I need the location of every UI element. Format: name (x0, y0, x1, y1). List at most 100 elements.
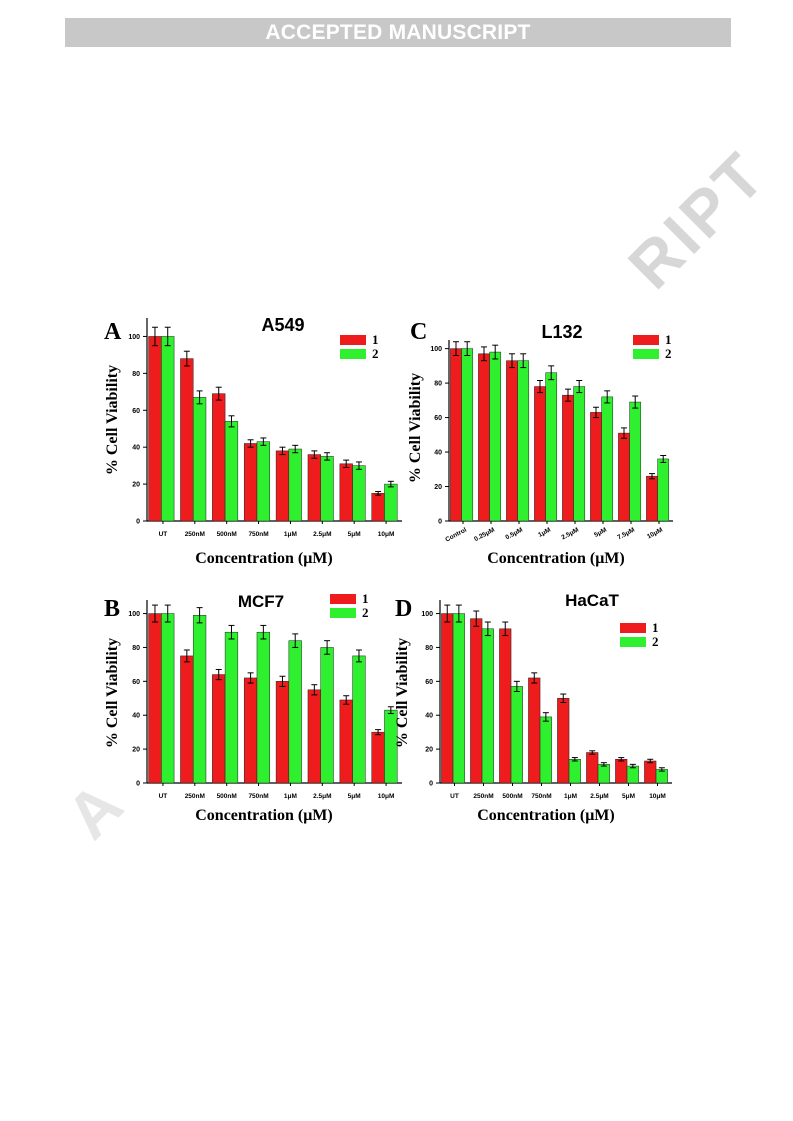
y-tick-label: 60 (132, 679, 140, 686)
bar-series-2 (573, 386, 586, 522)
legend-label: 1 (362, 591, 369, 606)
panel-letter: D (395, 596, 412, 622)
bar-series-2 (597, 764, 610, 784)
bar-series-2 (626, 765, 639, 784)
chart-panel-d: 0 20 40 60 80 100 UT 250nM 500nM 750nM 1μM 2.5μM 5μM… (394, 591, 672, 824)
x-axis-label: Concentration (μM) (195, 550, 332, 567)
x-tick-label: 250nM (185, 793, 205, 800)
bar-series-2 (352, 465, 366, 522)
x-tick-label: 10μM (646, 527, 664, 541)
x-axis-label: Concentration (μM) (195, 807, 332, 824)
y-axis-label: % Cell Viability (407, 373, 424, 483)
legend-swatch (330, 608, 356, 618)
bar-series-1 (506, 360, 518, 522)
bar-series-2 (224, 631, 239, 784)
legend-swatch (620, 623, 646, 633)
bar-series-1 (590, 412, 602, 522)
legend-label: 2 (665, 346, 672, 361)
bar-series-2 (461, 348, 474, 522)
bar-series-1 (371, 731, 385, 784)
x-tick-label: 7.5μM (616, 527, 636, 542)
y-tick-label: 0 (136, 519, 140, 526)
bar-series-2 (320, 647, 334, 784)
bar-series-1 (528, 677, 541, 784)
legend-swatch (633, 349, 659, 359)
bar-series-1 (275, 681, 290, 784)
bar-series-1 (243, 677, 258, 784)
y-tick-label: 60 (132, 408, 140, 415)
bar-series-2 (320, 456, 334, 522)
y-tick-label: 0 (438, 519, 442, 526)
x-tick-label: 500nM (217, 531, 237, 538)
bar-series-2 (256, 631, 270, 784)
bar-series-1 (339, 699, 353, 784)
x-tick-label: 2.5μM (590, 793, 608, 800)
bar-series-2 (510, 686, 523, 784)
legend-swatch (330, 594, 356, 604)
y-tick-label: 100 (128, 334, 140, 341)
x-tick-label: 10μM (378, 531, 395, 538)
y-tick-label: 100 (128, 611, 140, 618)
panel-letter: B (104, 596, 120, 622)
legend-label: 2 (652, 634, 659, 649)
x-tick-label: 1μM (564, 793, 577, 800)
bar-series-1 (470, 618, 483, 784)
bar-series-1 (557, 698, 570, 784)
y-tick-label: 20 (434, 484, 442, 491)
bar-series-2 (256, 441, 270, 522)
x-axis-label: Concentration (μM) (477, 807, 614, 824)
y-axis-label: % Cell Viability (104, 638, 121, 748)
bar-series-1 (371, 493, 385, 522)
y-tick-label: 80 (132, 645, 140, 652)
bar-series-2 (601, 396, 614, 522)
panel-letter: C (410, 319, 427, 345)
y-tick-label: 20 (425, 747, 433, 754)
chart-title: A549 (261, 315, 304, 335)
bar-series-1 (243, 443, 258, 522)
x-tick-label: 10μM (649, 793, 666, 800)
x-tick-label: Control (444, 526, 468, 543)
x-tick-label: 2.5μM (313, 531, 331, 538)
bar-series-2 (384, 483, 398, 522)
legend-swatch (633, 335, 659, 345)
bar-series-2 (568, 759, 581, 784)
bar-series-2 (161, 613, 175, 784)
bar-series-1 (586, 752, 599, 784)
x-tick-label: 1μM (284, 531, 297, 538)
x-tick-label: 0.5μM (504, 527, 524, 542)
x-tick-label: 0.25μM (473, 527, 496, 544)
bar-series-1 (499, 628, 512, 784)
x-tick-label: 500nM (502, 793, 522, 800)
legend-label: 1 (372, 332, 379, 347)
chart-panel-c: 0 20 40 60 80 100 Control 0.25μM 0.5μM 1μM 2.5μM 5μ… (407, 319, 673, 567)
chart-title: MCF7 (238, 592, 284, 611)
bar-series-2 (161, 336, 175, 522)
legend-swatch (340, 335, 366, 345)
chart-panel-b: 0 20 40 60 80 100 UT 250nM 500nM 750nM 1μM 2.5μM 5μM… (104, 591, 402, 824)
x-tick-label: 5μM (593, 527, 608, 539)
bar-series-1 (148, 613, 162, 784)
bar-series-2 (192, 615, 207, 784)
bar-series-1 (275, 450, 290, 522)
bar-series-2 (489, 351, 502, 522)
x-tick-label: 750nM (531, 793, 551, 800)
bar-series-2 (629, 401, 642, 522)
bar-series-2 (539, 716, 552, 784)
bar-series-1 (307, 454, 321, 522)
bar-series-2 (517, 360, 530, 522)
y-tick-label: 80 (434, 381, 442, 388)
bar-series-2 (657, 458, 670, 522)
bar-series-2 (481, 628, 494, 784)
x-tick-label: 500nM (217, 793, 237, 800)
x-tick-label: 1μM (537, 527, 552, 539)
x-tick-label: 5μM (348, 793, 361, 800)
legend-label: 2 (372, 346, 379, 361)
chart-title: HaCaT (565, 591, 619, 610)
legend-label: 1 (652, 620, 659, 635)
bar-series-1 (615, 759, 628, 784)
y-tick-label: 80 (425, 645, 433, 652)
y-tick-label: 80 (132, 371, 140, 378)
legend-swatch (340, 349, 366, 359)
chart-title: L132 (541, 322, 582, 342)
y-tick-label: 0 (136, 781, 140, 788)
